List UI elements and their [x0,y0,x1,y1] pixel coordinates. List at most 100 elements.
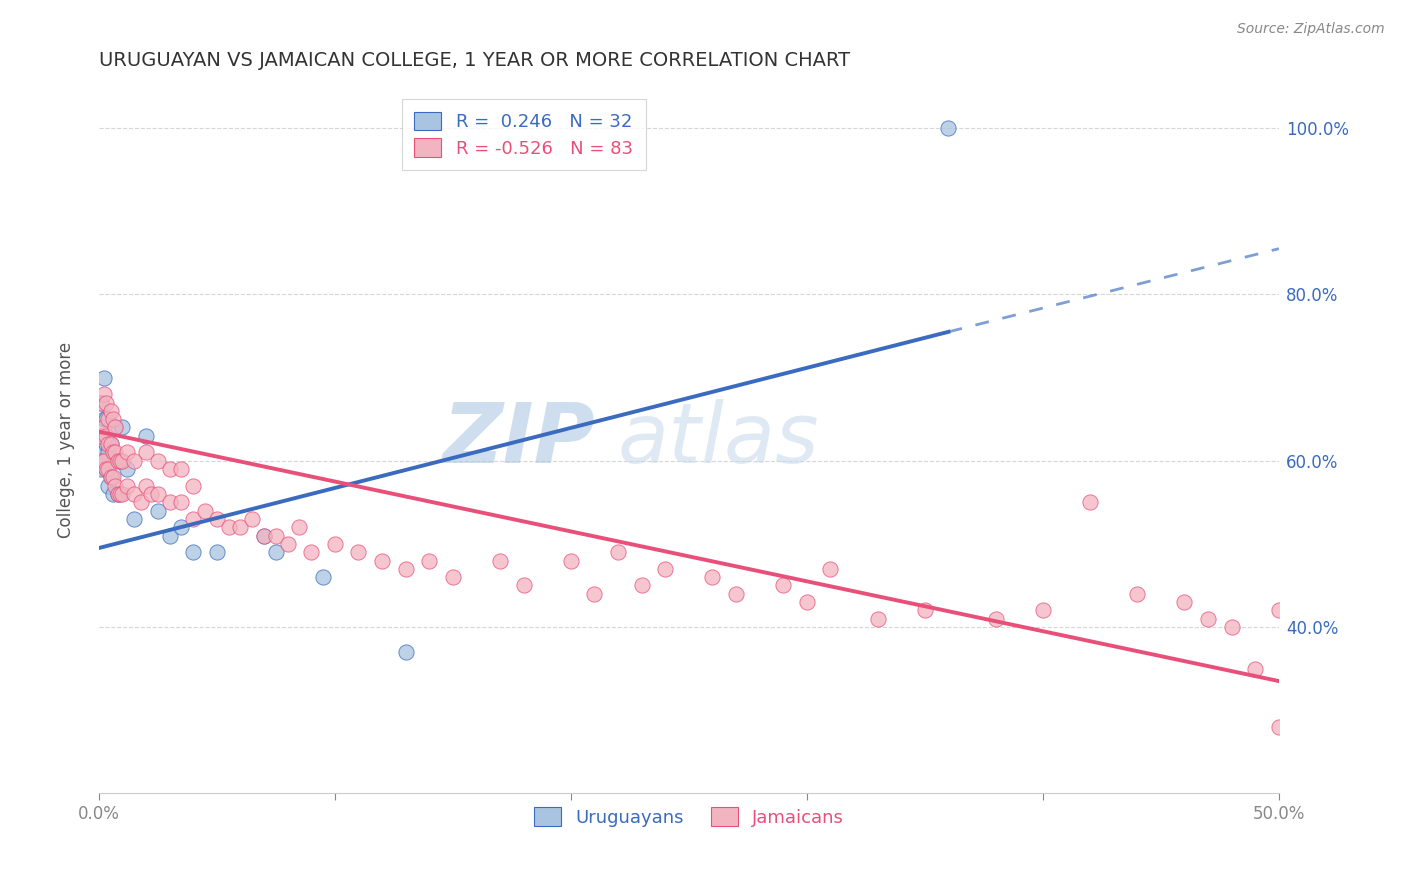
Point [288,520,311,534]
Point [97,478,120,492]
Point [1197,612,1219,626]
Point [264,528,287,542]
Point [146,454,169,468]
Point [984,612,1007,626]
Point [90,454,112,468]
Point [1173,595,1195,609]
Text: ZIP: ZIP [441,400,595,481]
Point [170,462,193,476]
Point [111,487,134,501]
Point [1268,720,1291,734]
Point [101,487,124,501]
Point [630,578,652,592]
Point [394,645,416,659]
Point [159,462,181,476]
Point [146,487,169,501]
Point [122,487,145,501]
Point [100,437,122,451]
Point [1078,495,1101,509]
Point [115,462,138,476]
Point [94,462,117,476]
Point [1268,603,1291,617]
Point [218,520,240,534]
Point [90,429,112,443]
Point [264,545,287,559]
Point [93,412,115,426]
Point [100,404,122,418]
Point [159,528,181,542]
Point [512,578,534,592]
Point [97,412,120,426]
Point [107,487,129,501]
Point [94,429,117,443]
Point [101,470,124,484]
Point [93,370,115,384]
Point [866,612,889,626]
Point [1220,620,1243,634]
Point [90,429,112,443]
Point [394,562,416,576]
Point [100,470,122,484]
Point [1126,587,1149,601]
Y-axis label: College, 1 year or more: College, 1 year or more [58,342,75,538]
Point [441,570,464,584]
Point [299,545,322,559]
Point [90,395,112,409]
Point [772,578,794,592]
Point [253,528,276,542]
Point [702,570,724,584]
Point [724,587,747,601]
Point [94,462,117,476]
Point [205,512,228,526]
Point [253,528,276,542]
Point [93,445,115,459]
Point [97,445,120,459]
Text: Source: ZipAtlas.com: Source: ZipAtlas.com [1237,22,1385,37]
Text: URUGUAYAN VS JAMAICAN COLLEGE, 1 YEAR OR MORE CORRELATION CHART: URUGUAYAN VS JAMAICAN COLLEGE, 1 YEAR OR… [98,51,849,70]
Point [181,545,204,559]
Point [104,420,127,434]
Point [347,545,370,559]
Point [135,478,157,492]
Point [94,437,117,451]
Point [122,512,145,526]
Point [277,537,299,551]
Point [93,454,115,468]
Point [418,553,440,567]
Point [100,437,122,451]
Point [101,445,124,459]
Point [135,445,157,459]
Point [101,412,124,426]
Point [607,545,630,559]
Point [122,454,145,468]
Point [371,553,394,567]
Point [139,487,162,501]
Text: atlas: atlas [619,400,820,481]
Point [194,503,217,517]
Point [240,512,263,526]
Point [104,478,127,492]
Point [170,495,193,509]
Legend: Uruguayans, Jamaicans: Uruguayans, Jamaicans [526,800,851,834]
Point [104,445,127,459]
Point [312,570,335,584]
Point [129,495,152,509]
Point [115,445,138,459]
Point [796,595,818,609]
Point [135,429,157,443]
Point [560,553,582,567]
Point [97,437,120,451]
Point [93,387,115,401]
Point [159,495,181,509]
Point [104,420,127,434]
Point [108,454,131,468]
Point [97,462,120,476]
Point [229,520,252,534]
Point [323,537,346,551]
Point [107,487,129,501]
Point [108,487,131,501]
Point [205,545,228,559]
Point [1032,603,1054,617]
Point [90,395,112,409]
Point [146,503,169,517]
